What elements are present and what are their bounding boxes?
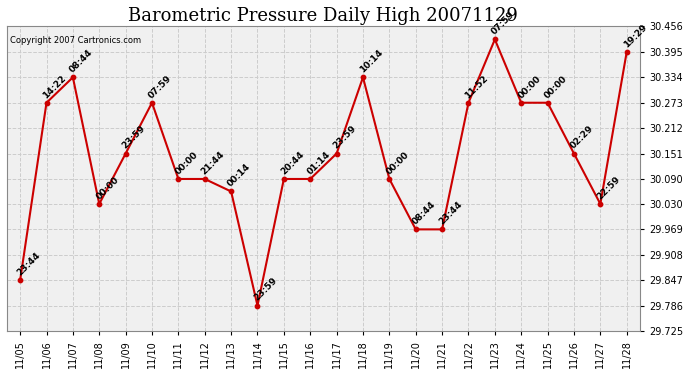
Point: [252, 303, 263, 309]
Point: [411, 226, 422, 232]
Text: 20:44: 20:44: [279, 150, 306, 176]
Point: [120, 150, 131, 156]
Point: [226, 189, 237, 195]
Text: 23:44: 23:44: [437, 200, 464, 226]
Text: 08:44: 08:44: [411, 200, 437, 226]
Text: 08:44: 08:44: [68, 48, 95, 75]
Point: [278, 176, 289, 182]
Point: [146, 100, 157, 106]
Point: [199, 176, 210, 182]
Text: 00:00: 00:00: [173, 150, 199, 176]
Text: 00:00: 00:00: [384, 150, 411, 176]
Point: [305, 176, 316, 182]
Point: [94, 201, 105, 207]
Point: [595, 201, 606, 207]
Text: 01:14: 01:14: [305, 150, 332, 176]
Point: [437, 226, 448, 232]
Text: 00:00: 00:00: [516, 74, 542, 100]
Point: [542, 100, 553, 106]
Text: 07:59: 07:59: [490, 10, 517, 37]
Text: 07:59: 07:59: [147, 73, 174, 100]
Point: [68, 74, 79, 80]
Point: [331, 150, 342, 156]
Point: [489, 36, 500, 42]
Text: 10:14: 10:14: [358, 48, 384, 75]
Text: 11:52: 11:52: [464, 74, 490, 100]
Point: [569, 150, 580, 156]
Text: 00:00: 00:00: [95, 175, 121, 201]
Text: 23:59: 23:59: [121, 124, 148, 151]
Point: [621, 49, 632, 55]
Text: 21:44: 21:44: [200, 149, 226, 176]
Text: Copyright 2007 Cartronics.com: Copyright 2007 Cartronics.com: [10, 36, 141, 45]
Text: 19:29: 19:29: [622, 22, 649, 49]
Text: 23:59: 23:59: [332, 124, 358, 151]
Point: [515, 100, 526, 106]
Text: 22:59: 22:59: [595, 174, 622, 201]
Text: 00:00: 00:00: [542, 74, 569, 100]
Text: 23:44: 23:44: [15, 251, 42, 278]
Point: [357, 74, 368, 80]
Text: 00:14: 00:14: [226, 162, 253, 189]
Point: [14, 277, 26, 283]
Title: Barometric Pressure Daily High 20071129: Barometric Pressure Daily High 20071129: [128, 7, 518, 25]
Text: 14:22: 14:22: [41, 73, 68, 100]
Point: [173, 176, 184, 182]
Point: [463, 100, 474, 106]
Text: 23:59: 23:59: [253, 276, 279, 303]
Point: [384, 176, 395, 182]
Text: 02:29: 02:29: [569, 124, 595, 151]
Point: [41, 100, 52, 106]
